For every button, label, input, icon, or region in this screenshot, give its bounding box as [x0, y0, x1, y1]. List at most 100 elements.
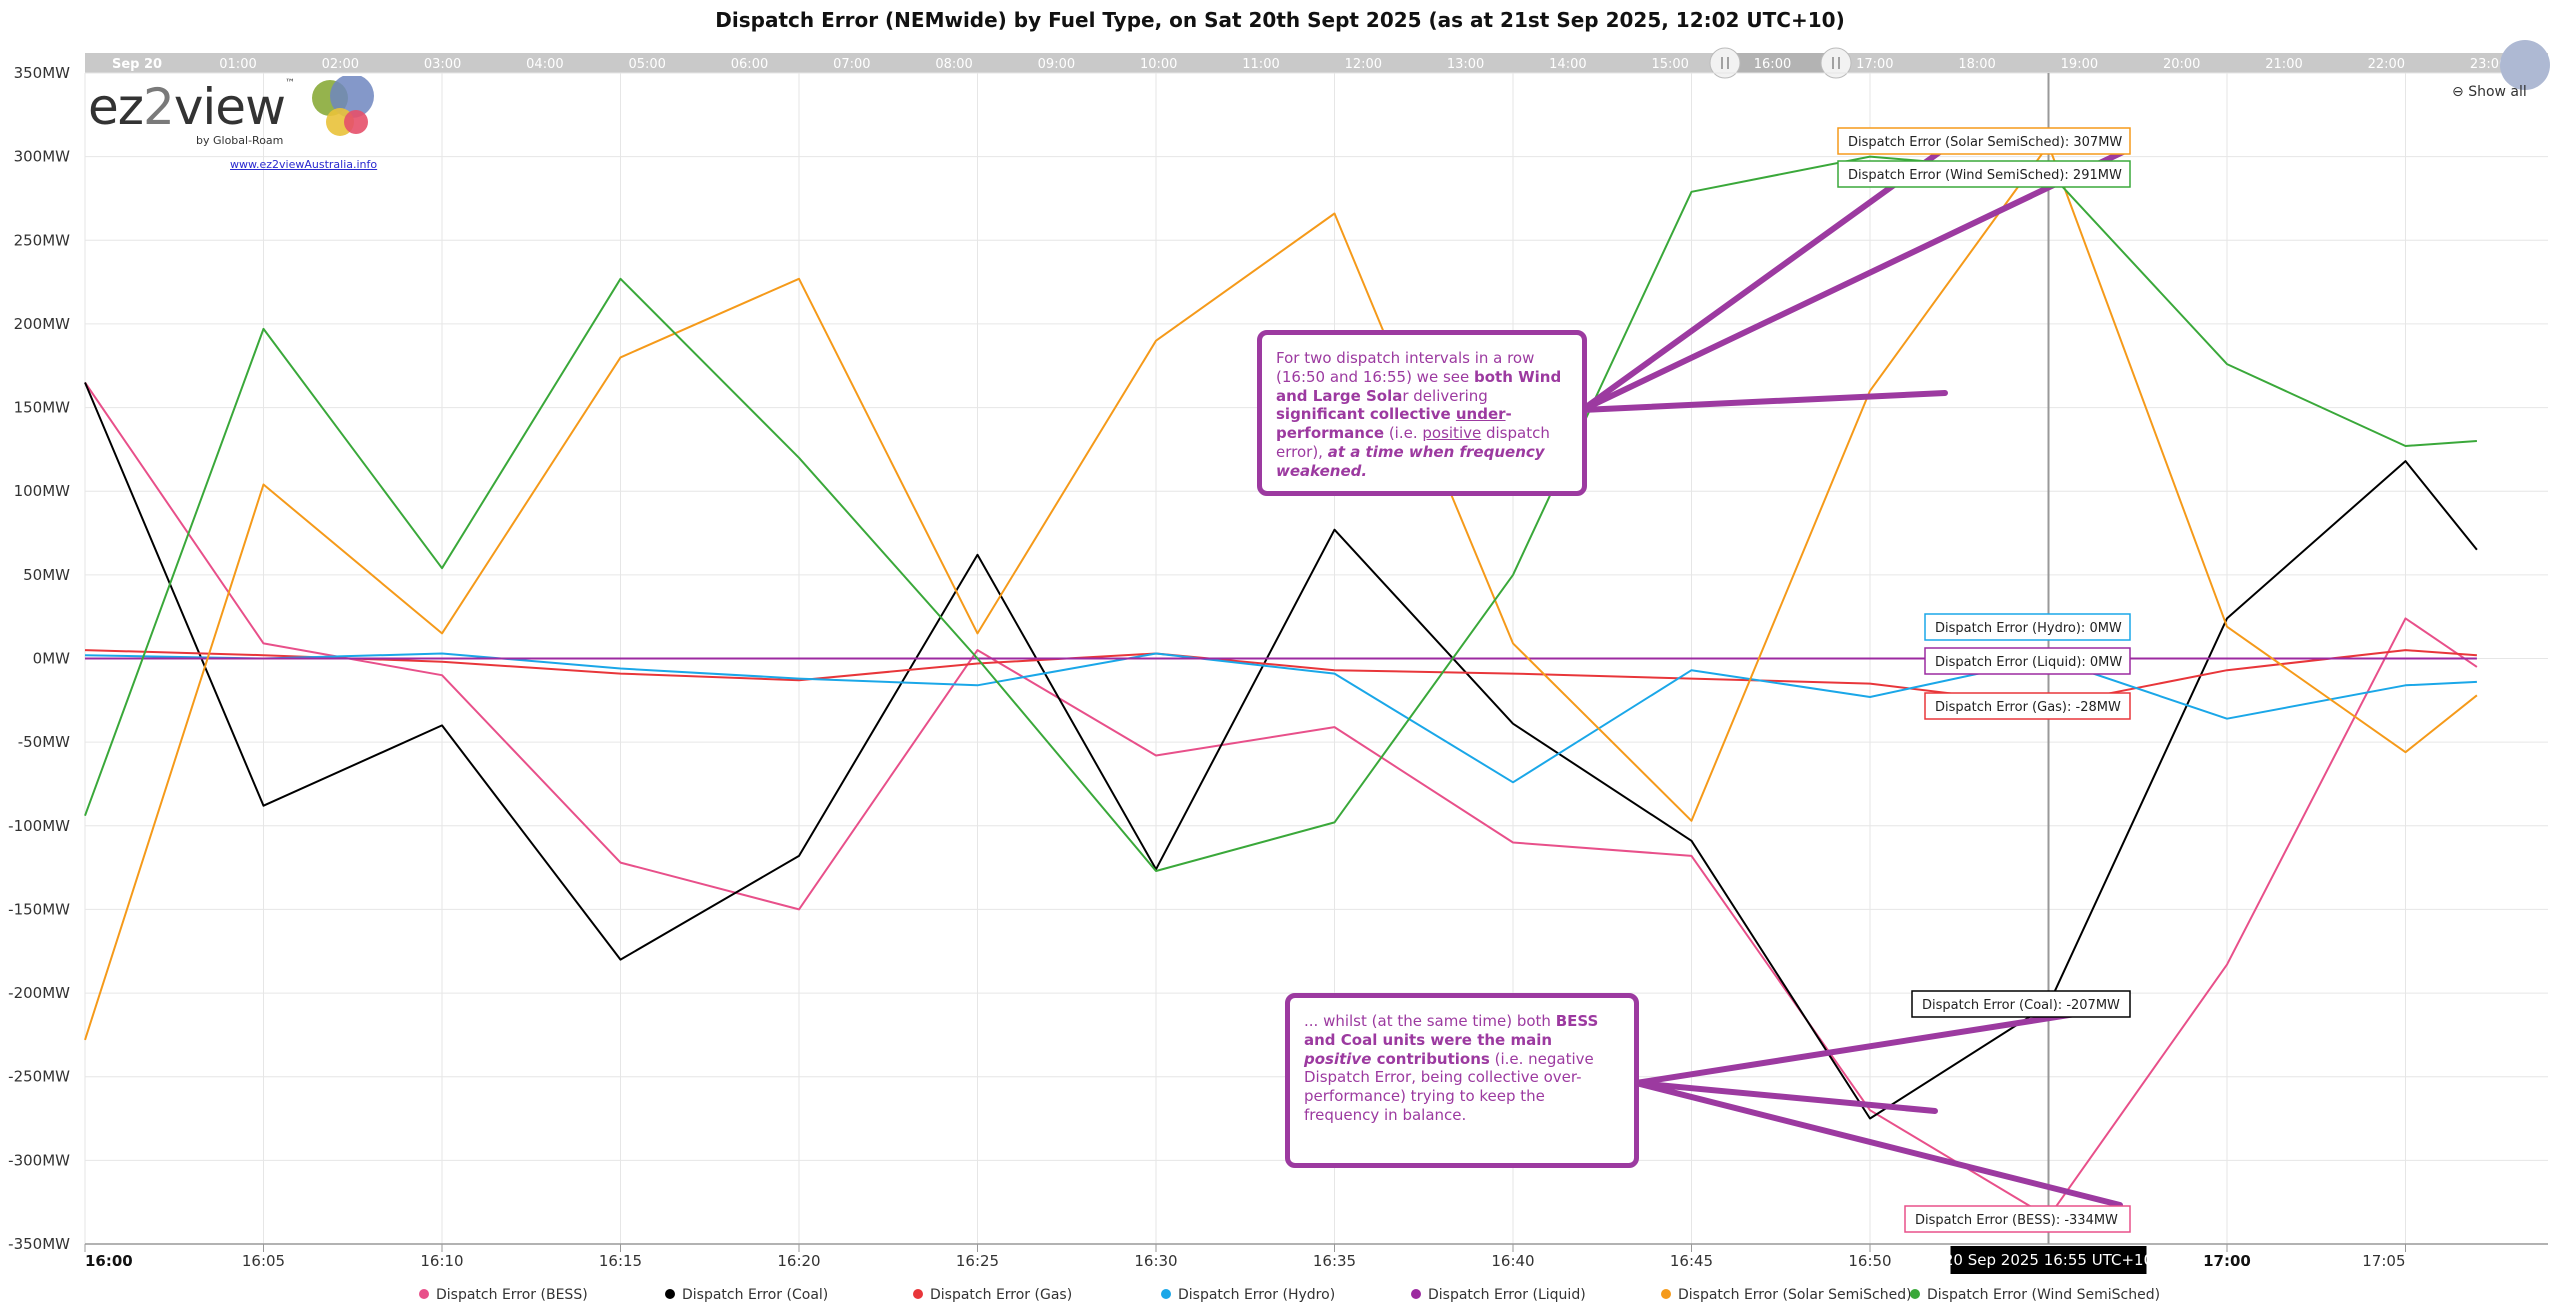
- navigator-hour-label: 06:00: [731, 57, 768, 72]
- annotation-bess-coal: ... whilst (at the same time) both BESS …: [1285, 993, 1639, 1168]
- handle-icon: [1709, 47, 1741, 79]
- logo-url-link[interactable]: www.ez2viewAustralia.info: [230, 158, 378, 171]
- navigator-hour-label: 01:00: [219, 57, 256, 72]
- x-tick-label: 16:20: [777, 1252, 820, 1270]
- navigator-hour-label: 12:00: [1345, 57, 1382, 72]
- handle-icon: [1820, 47, 1852, 79]
- legend-marker-icon: [1161, 1289, 1171, 1299]
- x-tick-label: 16:15: [599, 1252, 642, 1270]
- annotation-arrow: [1579, 148, 2128, 413]
- legend-label: Dispatch Error (Gas): [930, 1287, 1072, 1303]
- navigator-right-handle[interactable]: [1820, 47, 1852, 79]
- navigator-hour-label: 14:00: [1549, 57, 1586, 72]
- y-tick-label: 100MW: [14, 482, 71, 500]
- legend-label: Dispatch Error (Wind SemiSched): [1927, 1287, 2160, 1303]
- navigator-hour-label: 21:00: [2265, 57, 2302, 72]
- navigator-hour-label: 23:00: [2470, 57, 2507, 72]
- x-tick-label: 16:45: [1670, 1252, 1713, 1270]
- navigator-date: Sep 20: [112, 57, 162, 72]
- y-tick-label: -50MW: [18, 733, 70, 751]
- series-lines: [84, 143, 2478, 1219]
- zoom-out-icon: ⊖: [2452, 84, 2464, 100]
- annotation-arrow: [1633, 1004, 2123, 1086]
- legend-label: Dispatch Error (BESS): [436, 1287, 588, 1303]
- tooltip-box: [1837, 160, 2131, 188]
- x-tick-label: 16:30: [1134, 1252, 1177, 1270]
- navigator-hour-label: 02:00: [322, 57, 359, 72]
- legend-marker-icon: [913, 1289, 923, 1299]
- navigator-hour-label: 10:00: [1140, 57, 1177, 72]
- y-tick-label: -250MW: [8, 1068, 70, 1086]
- legend-marker-icon: [1411, 1289, 1421, 1299]
- download-icon[interactable]: [2500, 40, 2550, 90]
- legend-item[interactable]: Dispatch Error (Wind SemiSched): [1910, 1287, 2160, 1303]
- time-navigator[interactable]: Sep 20 01:00 02:00 03:00 04:00 05:00 06:00 07:0…: [85, 47, 2548, 79]
- show-all-button[interactable]: ⊖ Show all: [2452, 84, 2527, 100]
- crosshair-label: 20 Sep 2025 16:55 UTC+10: [1944, 1251, 2153, 1269]
- navigator-hour-label: 16:00: [1754, 57, 1791, 72]
- y-tick-label: 0MW: [33, 650, 70, 668]
- tooltip-box: [1924, 647, 2131, 675]
- navigator-left-handle[interactable]: [1709, 47, 1741, 79]
- navigator-hour-label: 09:00: [1038, 57, 1075, 72]
- legend-item[interactable]: Dispatch Error (Solar SemiSched): [1661, 1287, 1912, 1303]
- x-tick-label: 16:05: [242, 1252, 285, 1270]
- legend-label: Dispatch Error (Solar SemiSched): [1678, 1287, 1912, 1303]
- navigator-hour-label: 19:00: [2061, 57, 2098, 72]
- annotation-arrow: [1633, 1080, 2123, 1208]
- navigator-hour-label: 17:00: [1856, 57, 1893, 72]
- tooltip-label: Dispatch Error (Liquid): 0MW: [1935, 655, 2122, 670]
- legend-label: Dispatch Error (Hydro): [1178, 1287, 1335, 1303]
- chart-title: Dispatch Error (NEMwide) by Fuel Type, o…: [715, 8, 1844, 32]
- annotation-arrow: [1633, 1080, 1938, 1114]
- navigator-hour-label: 20:00: [2163, 57, 2200, 72]
- y-tick-label: -200MW: [8, 984, 70, 1002]
- tooltip-box: [1924, 613, 2131, 641]
- legend-item[interactable]: Dispatch Error (Liquid): [1411, 1287, 1586, 1303]
- navigator-hour-label: 15:00: [1651, 57, 1688, 72]
- logo-wordmark: ez2view™: [88, 78, 295, 136]
- series-line-dispatch-error-solar-semisched-: [84, 143, 2478, 1041]
- tooltip-label: Dispatch Error (Gas): -28MW: [1935, 700, 2121, 715]
- x-tick-label: 16:00: [85, 1252, 133, 1270]
- tooltip-box: [1911, 990, 2131, 1018]
- x-tick-label: 16:50: [1848, 1252, 1891, 1270]
- x-tick-label: 16:35: [1313, 1252, 1356, 1270]
- navigator-hour-label: 11:00: [1242, 57, 1279, 72]
- x-tick-label: 16:10: [420, 1252, 463, 1270]
- crosshair-label-box: [1950, 1246, 2147, 1274]
- x-axis-ticks: 16:00 16:05 16:10 16:15 16:20 16:25 16:30 16:35…: [84, 1244, 2406, 1270]
- tooltip-label: Dispatch Error (BESS): -334MW: [1915, 1213, 2118, 1228]
- legend-item[interactable]: Dispatch Error (BESS): [419, 1287, 588, 1303]
- annotation-wind-solar: For two dispatch intervals in a row (16:…: [1257, 330, 1587, 496]
- legend-label: Dispatch Error (Liquid): [1428, 1287, 1586, 1303]
- legend-marker-icon: [665, 1289, 675, 1299]
- navigator-hour-label: 13:00: [1447, 57, 1484, 72]
- y-tick-label: -150MW: [8, 900, 70, 918]
- x-tick-label: 17:00: [2203, 1252, 2251, 1270]
- legend-item[interactable]: Dispatch Error (Coal): [665, 1287, 828, 1303]
- y-tick-label: 300MW: [14, 148, 71, 166]
- navigator-hour-label: 07:00: [833, 57, 870, 72]
- tooltip-box: [1837, 127, 2131, 155]
- y-tick-label: -300MW: [8, 1151, 70, 1169]
- y-tick-label: 250MW: [14, 231, 71, 249]
- navigator-selection: [1722, 53, 1834, 73]
- legend-item[interactable]: Dispatch Error (Gas): [913, 1287, 1072, 1303]
- tooltip-label: Dispatch Error (Coal): -207MW: [1922, 998, 2120, 1013]
- legend-item[interactable]: Dispatch Error (Hydro): [1161, 1287, 1335, 1303]
- x-tick-label: 16:25: [956, 1252, 999, 1270]
- navigator-hour-label: 22:00: [2368, 57, 2405, 72]
- x-tick-label: 17:05: [2362, 1252, 2405, 1270]
- tooltip-label: Dispatch Error (Solar SemiSched): 307MW: [1848, 135, 2122, 150]
- series-line-dispatch-error-bess-: [84, 381, 2478, 1219]
- navigator-hour-label: 05:00: [628, 57, 665, 72]
- tooltip-label: Dispatch Error (Hydro): 0MW: [1935, 621, 2122, 636]
- y-tick-label: -350MW: [8, 1235, 70, 1253]
- y-tick-label: 350MW: [14, 64, 71, 82]
- y-tick-label: 50MW: [23, 566, 70, 584]
- legend[interactable]: Dispatch Error (BESS) Dispatch Error (Coa…: [419, 1287, 2160, 1303]
- logo-circles-icon: [312, 76, 374, 136]
- y-tick-label: 150MW: [14, 399, 71, 417]
